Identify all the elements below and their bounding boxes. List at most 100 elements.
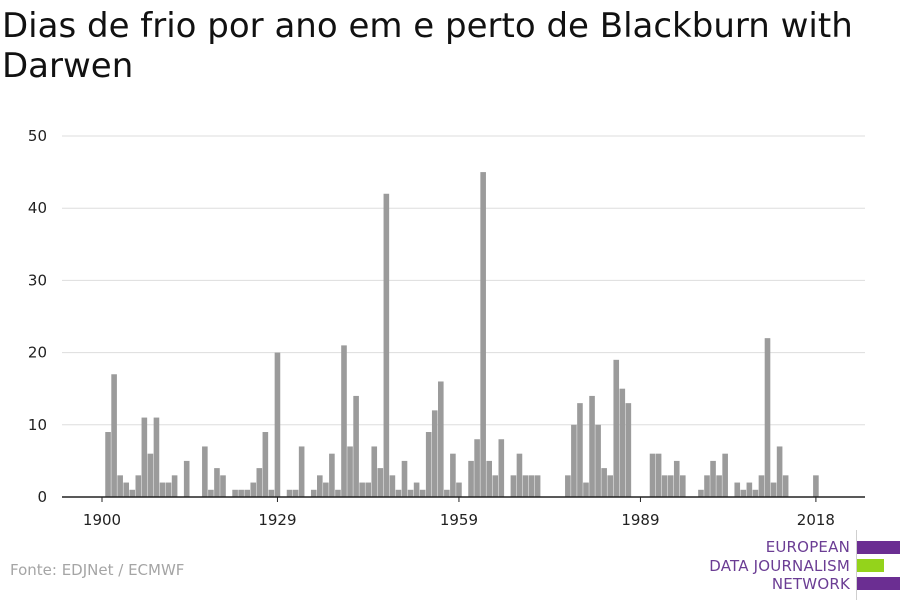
bar: [607, 475, 613, 497]
bar: [746, 482, 753, 497]
bar: [595, 424, 601, 497]
y-axis-tick-labels: 0 10 20 30 40 50: [28, 127, 47, 506]
bar: [613, 359, 620, 497]
bar: [492, 475, 499, 497]
bar: [298, 446, 305, 497]
bar: [722, 453, 728, 497]
logo-line-3: NETWORK: [771, 575, 850, 593]
bar: [171, 475, 178, 497]
bar: [111, 374, 117, 497]
bar: [740, 489, 747, 497]
bar: [413, 482, 420, 497]
bar: [129, 489, 136, 497]
bar: [359, 482, 365, 497]
bar: [335, 489, 341, 497]
bar: [510, 475, 517, 497]
logo-divider: [856, 530, 857, 600]
x-axis: [62, 496, 865, 502]
bar: [371, 446, 378, 497]
bar: [208, 489, 214, 497]
bar: [419, 489, 426, 497]
bar: [117, 475, 123, 497]
bar: [625, 403, 632, 497]
bar: [323, 482, 329, 497]
bar: [438, 381, 444, 497]
bar: [389, 475, 396, 497]
bar: [534, 475, 541, 497]
x-tick-label: 1929: [258, 511, 296, 529]
bar: [498, 439, 505, 497]
bar: [661, 475, 668, 497]
x-tick-label: 1900: [83, 511, 121, 529]
bar: [377, 468, 384, 497]
bar: [250, 482, 257, 497]
source-note: Fonte: EDJNet / ECMWF: [10, 561, 185, 579]
bar: [716, 475, 722, 497]
bar: [407, 489, 414, 497]
bar: [764, 338, 771, 497]
y-tick-label: 50: [28, 127, 47, 145]
y-tick-label: 20: [28, 344, 47, 362]
bar: [673, 460, 680, 497]
bar: [480, 172, 486, 497]
bar: [317, 475, 323, 497]
bar: [214, 468, 220, 497]
bar: [425, 432, 432, 497]
bar: [468, 460, 474, 497]
bar: [395, 489, 402, 497]
bar: [383, 193, 390, 497]
bar: [776, 446, 783, 497]
bar: [619, 388, 626, 497]
bar: [655, 453, 662, 497]
bar: [565, 475, 571, 497]
bar: [347, 446, 353, 497]
logo-bar-purple-bottom: [857, 577, 900, 590]
bar: [329, 453, 335, 497]
bar: [698, 489, 704, 497]
bar: [649, 453, 656, 497]
bar: [813, 475, 819, 497]
logo-line-2: DATA JOURNALISM: [709, 557, 850, 575]
bar: [153, 417, 160, 497]
bar: [262, 432, 269, 497]
bar: [183, 460, 190, 497]
bar: [159, 482, 166, 497]
bar: [244, 489, 250, 497]
bar: [341, 345, 347, 497]
bar: [147, 453, 154, 497]
bar: [704, 475, 710, 497]
bar: [752, 489, 759, 497]
bar: [734, 482, 741, 497]
bar: [401, 460, 408, 497]
bar: [770, 482, 777, 497]
bar: [522, 475, 529, 497]
bar: [232, 489, 238, 497]
bar: [450, 453, 456, 497]
bar: [274, 352, 281, 497]
bar: [680, 475, 686, 497]
bar: [256, 468, 263, 497]
y-tick-label: 10: [28, 416, 47, 434]
gridlines: [62, 135, 865, 426]
bar: [431, 410, 438, 497]
bar: [286, 489, 293, 497]
bar: [571, 424, 577, 497]
bar: [486, 460, 492, 497]
bar: [310, 489, 317, 497]
x-axis-tick-labels: 1900 1929 1959 1989 2018: [83, 511, 835, 529]
bar: [292, 489, 299, 497]
x-tick-label: 2018: [797, 511, 835, 529]
bar: [782, 475, 789, 497]
bars: [105, 172, 819, 497]
bar: [135, 475, 142, 497]
bar: [238, 489, 244, 497]
bar: [589, 395, 595, 497]
bar: [516, 453, 523, 497]
bar: [758, 475, 765, 497]
bar: [667, 475, 674, 497]
edjnet-logo[interactable]: EUROPEAN DATA JOURNALISM NETWORK: [700, 530, 900, 600]
bar: [353, 395, 359, 497]
logo-bar-purple-top: [857, 541, 900, 554]
bar: [583, 482, 589, 497]
